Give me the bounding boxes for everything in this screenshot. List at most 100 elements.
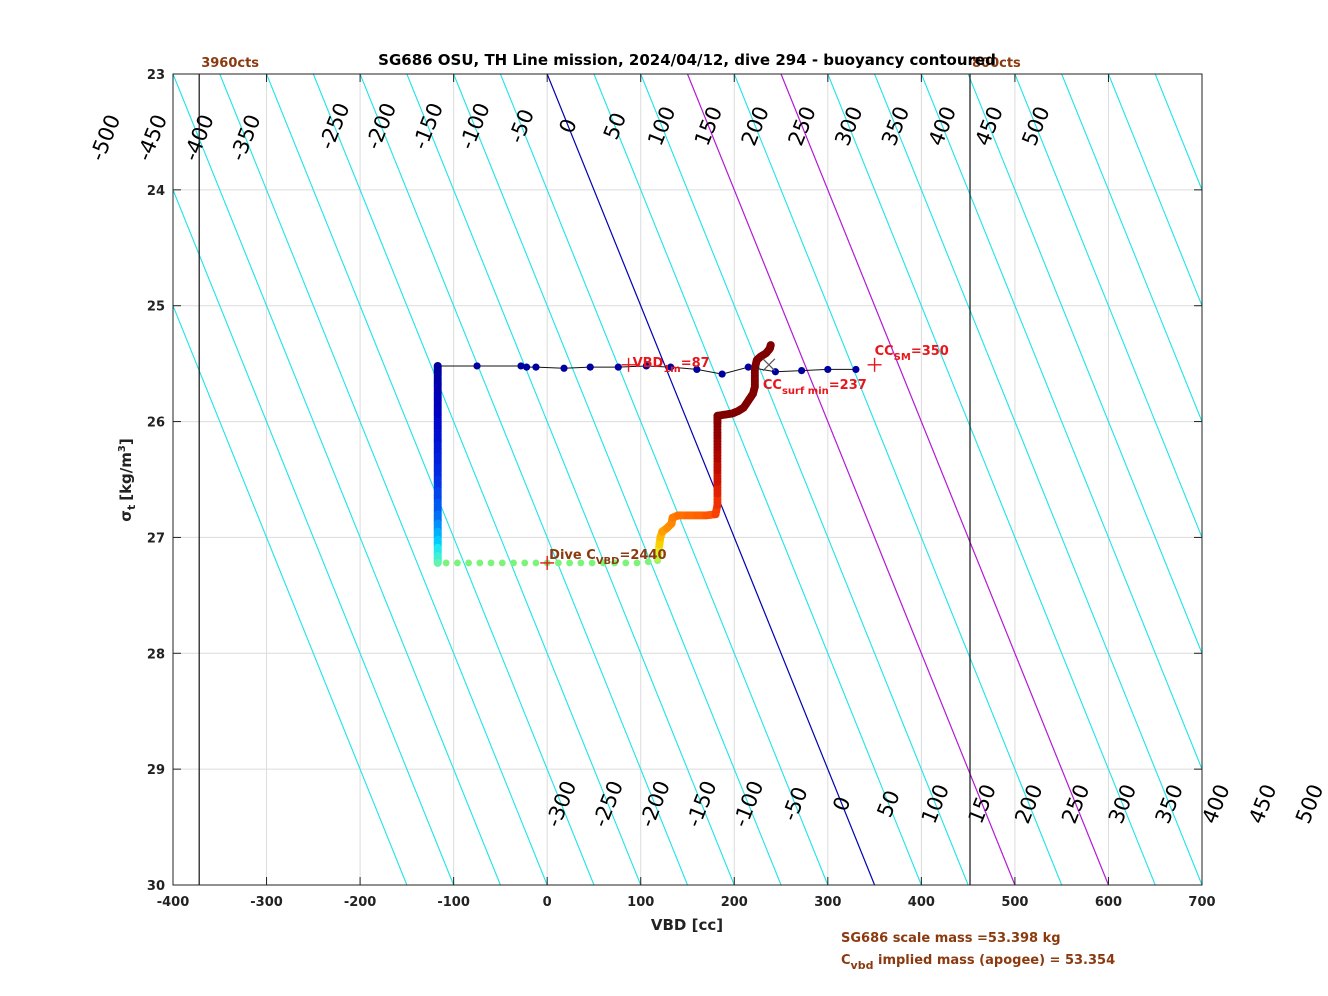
footer-implied-c: C	[841, 953, 851, 968]
apogee-point	[487, 559, 495, 567]
x-tick-label: 600	[1095, 895, 1122, 910]
apogee-point	[633, 559, 641, 567]
y-axis-label: σt [kg/m3]	[117, 438, 138, 521]
surface-point	[586, 363, 594, 371]
x-tick-label: 0	[543, 895, 552, 910]
contour-value-label: 450	[1244, 781, 1281, 827]
y-tick-label: 24	[147, 184, 165, 199]
y-tick-label: 26	[147, 416, 165, 431]
contour-line	[827, 74, 1156, 885]
y-axis-label-unit-close: ]	[117, 438, 135, 445]
contour-line	[312, 74, 642, 885]
apogee-point	[510, 559, 517, 567]
y-tick-label: 29	[147, 763, 165, 778]
apogee-point	[442, 559, 450, 567]
max-vbd-label: 800cts	[972, 56, 1021, 71]
y-tick-label: 27	[147, 531, 165, 546]
x-axis-label: VBD [cc]	[651, 916, 723, 934]
x-tick-label: 200	[721, 895, 748, 910]
y-axis-label-sub: t	[125, 505, 138, 510]
contour-line	[499, 74, 829, 885]
apogee-point	[465, 559, 473, 567]
y-tick-label: 23	[147, 68, 165, 83]
x-tick-label: -200	[344, 895, 377, 910]
cc-surf-min-label: CCsurf min=237	[763, 378, 867, 397]
surface-point	[667, 363, 675, 371]
contour-line	[266, 74, 595, 885]
y-axis-label-sigma: σ	[117, 510, 135, 522]
contour-line	[733, 74, 1063, 885]
surface-point	[532, 363, 540, 371]
surface-point	[744, 363, 752, 371]
apogee-point	[644, 558, 652, 566]
ascent-point	[766, 341, 775, 350]
contour-value-label: -450	[132, 111, 172, 164]
footer-scale-mass: SG686 scale mass =53.398 kg	[841, 931, 1061, 946]
descent-point	[433, 558, 442, 567]
apogee-point	[555, 559, 562, 567]
apogee-point	[453, 559, 461, 567]
surface-point	[824, 365, 832, 374]
dive-trajectory	[433, 341, 860, 567]
footer-implied-sub: vbd	[851, 959, 874, 972]
contour-line	[406, 74, 735, 885]
contour-line	[173, 74, 501, 885]
surface-point	[614, 363, 622, 371]
y-axis-label-unit: [kg/m	[117, 452, 135, 501]
chart-title: SG686 OSU, TH Line mission, 2024/04/12, …	[378, 51, 996, 69]
contour-line	[780, 74, 1110, 885]
apogee-point	[622, 559, 630, 567]
axis-ticks: -400 -300 -200 -100 0 100 200 300 400 500 600 700 23…	[147, 68, 1216, 910]
contour-line	[219, 74, 548, 885]
contour-line	[640, 74, 969, 885]
surface-point	[718, 370, 726, 378]
apogee-point	[532, 559, 540, 567]
buoyancy-contours	[173, 74, 1328, 885]
apogee-point	[498, 559, 506, 567]
apogee-point	[611, 559, 618, 567]
cc-sm-label: CCSM=350	[875, 344, 949, 363]
x-tick-label: 300	[814, 895, 841, 910]
contour-line	[967, 74, 1202, 655]
contour-line	[453, 74, 782, 885]
surface-point	[642, 362, 650, 370]
surface-point	[798, 366, 806, 375]
vbd-limit-lines: 3960cts 800cts	[198, 56, 1021, 885]
contour-line	[1249, 74, 1328, 885]
y-tick-label: 28	[147, 647, 165, 662]
contour-value-label: -500	[85, 111, 125, 164]
y-tick-label: 30	[147, 879, 165, 894]
contour-line	[1201, 74, 1202, 76]
apogee-point	[599, 559, 607, 567]
x-tick-label: 500	[1001, 895, 1028, 910]
x-tick-label: -400	[157, 895, 190, 910]
contour-line	[173, 304, 408, 885]
apogee-point	[577, 559, 585, 567]
dive-cvbd-label: Dive CVBD=2440	[549, 548, 666, 567]
contour-line	[874, 74, 1202, 885]
cc-surf-min-marker	[762, 358, 776, 372]
contour-line	[686, 74, 1016, 885]
y-axis-label-unit-sup: 3	[117, 445, 128, 452]
apogee-point	[566, 559, 574, 567]
y-tick-label: 25	[147, 300, 165, 315]
surface-point	[473, 362, 481, 370]
contour-line	[359, 74, 689, 885]
footer-implied-rest: implied mass (apogee) = 53.354	[873, 953, 1115, 968]
x-tick-label: 700	[1188, 895, 1215, 910]
contour-line	[593, 74, 922, 885]
x-tick-label: 400	[908, 895, 935, 910]
min-vbd-label: 3960cts	[201, 56, 259, 71]
apogee-point	[521, 559, 529, 567]
annotations: VBD1m=87 CCSM=350 CCsurf min=237 Dive CVBD=…	[540, 344, 949, 570]
surface-point	[517, 362, 525, 370]
x-tick-label: -100	[437, 895, 470, 910]
contour-line	[173, 188, 455, 885]
contour-value-label: 400	[1197, 781, 1234, 827]
surface-point	[560, 364, 568, 372]
apogee-point	[476, 559, 484, 567]
plot-area	[173, 74, 1202, 885]
surface-point	[852, 365, 860, 374]
contour-line	[1061, 74, 1202, 424]
